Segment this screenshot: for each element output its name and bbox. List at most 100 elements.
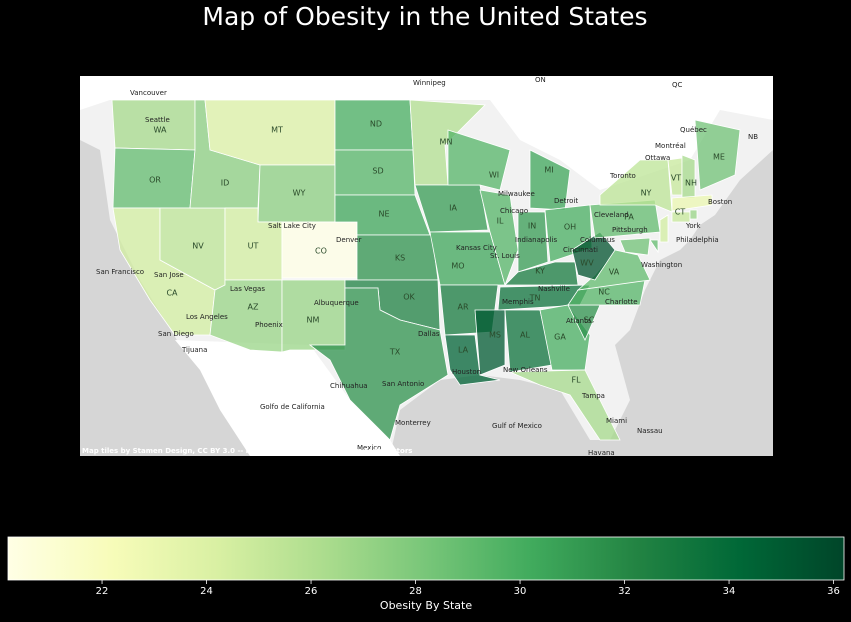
place-label: QC [672,81,683,89]
place-label: Golfo de California [260,403,325,411]
place-label: Charlotte [605,298,638,306]
state-label: IL [497,217,504,226]
state [474,309,506,376]
place-label: Winnipeg [413,79,446,87]
place-label: Pittsburgh [612,226,648,234]
state-label: WY [293,189,306,198]
place-label: Chihuahua [330,382,368,390]
colorbar-ticks: 22 24 26 28 30 32 34 36 [96,580,840,597]
state-label: AZ [248,303,259,312]
place-label: San Jose [154,271,184,279]
place-label: San Francisco [96,268,144,276]
state-label: SC [584,316,595,325]
state-label: TN [529,294,541,303]
colorbar-tick-label: 26 [305,586,318,597]
state-label: AR [457,303,468,312]
place-label: Vancouver [130,89,167,97]
state-label: CO [315,247,327,256]
place-label: Salt Lake City [268,222,316,230]
colorbar-tick-label: 34 [723,586,736,597]
place-label: San Antonio [382,380,424,388]
state-label: MN [440,138,453,147]
state-label: NY [641,189,652,198]
state-label: IN [528,222,536,231]
state-label: IA [449,204,457,213]
place-label: Albuquerque [314,299,359,307]
state-label: TX [389,348,401,357]
place-label: Mexico [357,444,381,452]
state-label: KS [395,254,405,263]
state-label: NE [378,210,389,219]
state-label: ND [370,120,382,129]
place-label: Denver [336,236,362,244]
place-label: Monterrey [395,419,431,427]
state [447,129,511,191]
place-label: Memphis [502,298,534,306]
state-label: WV [580,259,594,268]
title: Map of Obesity in the United States [202,2,647,31]
state-label: NH [685,179,697,188]
state-label: MS [489,331,501,340]
state-label: ID [221,179,230,188]
state-label: AL [520,331,530,340]
state-label: KY [535,267,545,276]
place-label: Los Angeles [186,313,228,321]
state-label: LA [458,346,469,355]
place-label: Cincinnati [563,246,598,254]
place-label: Dallas [418,330,440,338]
state-label: CT [675,208,686,217]
canada-land [80,76,773,190]
colorbar-tick-label: 32 [618,586,631,597]
state-label: MI [544,166,553,175]
state [504,261,579,286]
colorbar-label: Obesity By State [380,599,472,612]
place-label: Montréal [655,142,686,150]
state-label: VT [671,174,681,183]
place-labels: Vancouver Winnipeg ON QC Québec Montréal Ottaw… [96,76,758,457]
states: WA OR CA NV ID MT WY UT CO AZ NM ND SD NE KS OK TX MN IA MO… [111,99,741,441]
place-label: Boston [708,198,732,206]
place-label: Cleveland [594,211,629,219]
place-label: Seattle [145,116,170,124]
colorbar-tick-label: 22 [96,586,109,597]
state-label: NC [598,288,610,297]
state [509,369,621,441]
state-label: VA [609,268,620,277]
place-label: Atlanta [566,317,591,325]
state-label: MT [271,126,283,135]
state-label: WA [154,126,167,135]
place-label: Tampa [581,392,605,400]
state [689,209,698,220]
place-label: Houston [452,368,481,376]
place-label: Philadelphia [676,236,719,244]
state [479,189,519,287]
place-label: ON [535,76,546,84]
place-label: Kansas City [456,244,497,252]
place-label: Tijuana [181,346,207,354]
state [649,239,659,254]
state-label: PA [624,213,634,222]
place-label: San Diego [158,330,194,338]
colorbar-tick-label: 30 [514,586,527,597]
place-label: New Orleans [503,366,548,374]
state-label: GA [554,333,566,342]
place-label: Columbus [580,236,615,244]
place-label: Washington [641,261,682,269]
place-label: Nassau [637,427,663,435]
place-label: Ottawa [645,154,670,162]
place-label: York [685,222,702,230]
state [517,211,549,273]
place-label: Québec [680,126,707,134]
place-label: St. Louis [490,252,520,260]
state [671,194,713,212]
state-label: OR [149,176,161,185]
state-label: FL [571,376,581,385]
state [308,287,449,441]
state-label: NV [192,242,204,251]
place-label: Indianapolis [515,236,558,244]
state-label: NM [307,316,320,325]
state [659,214,669,243]
place-label: Nashville [538,285,570,293]
